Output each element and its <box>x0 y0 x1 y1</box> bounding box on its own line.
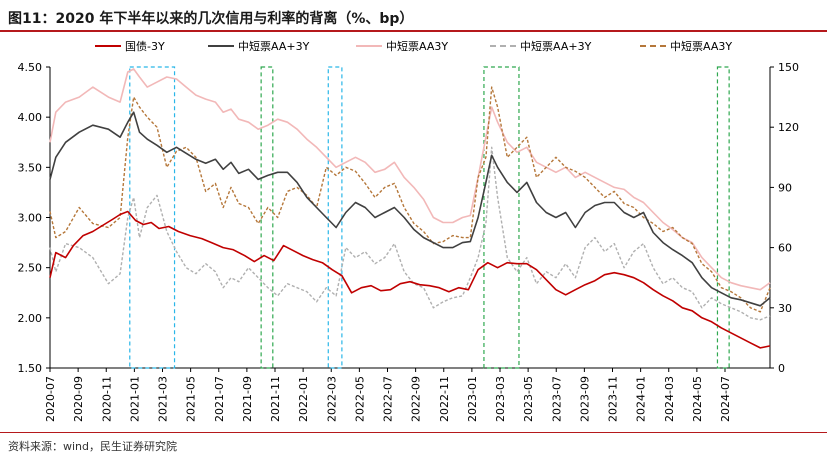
chart-axes: 1.50 2.00 2.50 3.00 3.50 4.00 4.50 0 30 60 90 120 15… <box>18 61 800 422</box>
highlight-boxes <box>129 66 730 369</box>
y-right-tick-label: 90 <box>778 181 792 194</box>
footer-rule <box>0 432 827 433</box>
x-tick-label: 2024-03 <box>663 376 676 422</box>
legend-label-aa-3y: 中短票AA3Y <box>386 40 449 53</box>
line-chart: 1.50 2.00 2.50 3.00 3.50 4.00 4.50 0 30 60 90 120 15… <box>18 61 800 422</box>
y-left-tick-label: 4.00 <box>18 111 43 124</box>
x-tick-label: 2024-07 <box>719 376 732 422</box>
title-bar: 图11：2020 年下半年以来的几次信用与利率的背离（%、bp） <box>0 0 827 33</box>
x-tick-label: 2023-11 <box>607 376 620 422</box>
y-left-tick-label: 3.50 <box>18 161 43 174</box>
x-tick-label: 2023-03 <box>494 376 507 422</box>
legend-swatch-aa-plus-3y <box>208 45 234 47</box>
highlight-box-green <box>260 66 274 369</box>
series-line-2 <box>49 68 771 291</box>
y-right-tick-label: 30 <box>778 302 792 315</box>
legend-item-gov-3y: 国债-3Y <box>95 38 165 54</box>
x-tick-label: 2023-01 <box>466 376 479 422</box>
y-left-tick-label: 4.50 <box>18 61 43 74</box>
series-lines <box>49 68 771 349</box>
y-left-tick-label: 2.50 <box>18 262 43 275</box>
x-tick-label: 2024-01 <box>635 376 648 422</box>
x-tick-label: 2023-05 <box>522 376 535 422</box>
x-tick-label: 2020-11 <box>100 376 113 422</box>
x-tick-label: 2021-07 <box>213 376 226 422</box>
legend-swatch-aa-spread <box>640 45 666 47</box>
y-right-tick-label: 120 <box>778 121 799 134</box>
legend-swatch-gov-3y <box>95 45 121 47</box>
x-tick-label: 2022-11 <box>438 376 451 422</box>
legend-item-aa-spread: 中短票AA3Y <box>640 38 732 54</box>
x-tick-label: 2024-05 <box>691 376 704 422</box>
x-tick-label: 2022-07 <box>382 376 395 422</box>
x-tick-label: 2022-05 <box>353 376 366 422</box>
y-left-tick-label: 1.50 <box>18 362 43 375</box>
x-tick-label: 2021-11 <box>269 376 282 422</box>
legend-label-aa-plus-3y: 中短票AA+3Y <box>238 40 310 53</box>
x-tick-label: 2021-03 <box>157 376 170 422</box>
legend-swatch-aa-3y <box>356 45 382 47</box>
highlight-box-blue <box>327 66 343 369</box>
x-tick-label: 2021-05 <box>185 376 198 422</box>
x-tick-label: 2022-03 <box>325 376 338 422</box>
legend-label-aa-spread: 中短票AA3Y <box>670 40 733 53</box>
x-tick-label: 2022-09 <box>410 376 423 422</box>
legend-label-aa-plus-spread: 中短票AA+3Y <box>520 40 592 53</box>
legend-swatch-aa-plus-spread <box>490 45 516 47</box>
series-line-3 <box>49 146 771 321</box>
y-right-tick-label: 60 <box>778 242 792 255</box>
x-tick-label: 2020-07 <box>44 376 57 422</box>
y-right-tick-label: 150 <box>778 61 799 74</box>
x-tick-label: 2021-01 <box>128 376 141 422</box>
title-rule <box>0 30 827 32</box>
highlight-box-blue <box>129 66 176 369</box>
y-left-tick-label: 3.00 <box>18 212 43 225</box>
legend-item-aa-3y: 中短票AA3Y <box>356 38 448 54</box>
highlight-box-green <box>483 66 520 369</box>
legend-item-aa-plus-3y: 中短票AA+3Y <box>208 38 309 54</box>
legend: 国债-3Y 中短票AA+3Y 中短票AA3Y 中短票AA+3Y 中短票AA3Y <box>0 38 827 54</box>
x-tick-label: 2023-09 <box>578 376 591 422</box>
legend-item-aa-plus-spread: 中短票AA+3Y <box>490 38 591 54</box>
y-right-tick-label: 0 <box>778 362 785 375</box>
series-line-1 <box>49 111 771 307</box>
x-tick-label: 2022-01 <box>297 376 310 422</box>
y-left-tick-label: 2.00 <box>18 312 43 325</box>
legend-label-gov-3y: 国债-3Y <box>125 40 165 53</box>
highlight-box-green <box>716 66 730 369</box>
source-note: 资料来源：wind，民生证券研究院 <box>8 440 178 453</box>
chart-title: 图11：2020 年下半年以来的几次信用与利率的背离（%、bp） <box>8 11 414 27</box>
x-tick-label: 2023-07 <box>550 376 563 422</box>
x-tick-label: 2021-09 <box>241 376 254 422</box>
series-line-0 <box>49 210 771 349</box>
x-tick-label: 2020-09 <box>72 376 85 422</box>
